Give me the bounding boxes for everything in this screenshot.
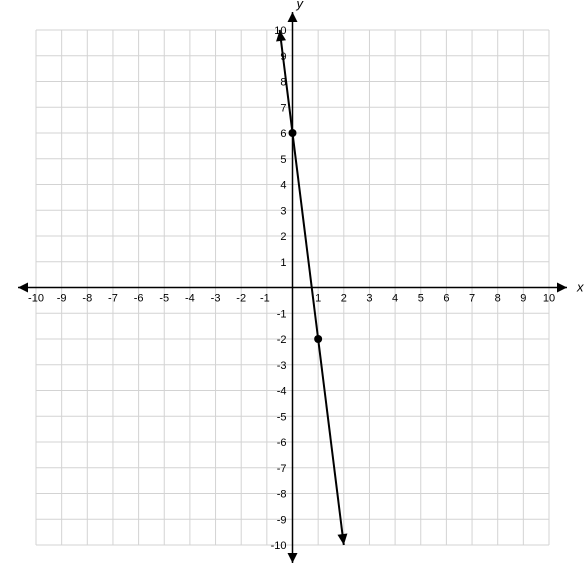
y-tick-label: -5 [277,411,287,423]
x-tick-label: 6 [443,293,449,305]
plot-line-arrow [337,533,347,545]
data-point [289,129,297,137]
x-tick-label: -6 [134,293,144,305]
y-tick-label: 5 [280,154,286,166]
y-tick-label: -10 [271,540,287,552]
x-tick-label: -1 [260,293,270,305]
y-axis-label: y [296,0,305,11]
x-tick-label: -8 [82,293,92,305]
x-tick-label: -2 [236,293,246,305]
y-tick-label: -4 [277,386,287,398]
y-tick-label: -9 [277,514,287,526]
x-axis-label: x [576,280,584,295]
y-tick-label: 7 [280,102,286,114]
x-tick-label: -9 [57,293,67,305]
axis-arrow [557,283,567,293]
y-tick-label: 4 [280,180,286,192]
x-tick-label: 8 [495,293,501,305]
x-tick-label: 1 [315,293,321,305]
x-tick-label: 2 [341,293,347,305]
axis-arrow [288,12,298,22]
y-tick-label: -2 [277,334,287,346]
y-tick-label: -7 [277,463,287,475]
x-tick-label: -10 [28,293,44,305]
y-tick-label: -6 [277,437,287,449]
x-tick-label: -7 [108,293,118,305]
x-tick-label: 9 [520,293,526,305]
x-tick-label: 7 [469,293,475,305]
y-tick-label: 6 [280,128,286,140]
axis-arrow [18,283,28,293]
x-tick-label: 10 [543,293,555,305]
y-tick-label: 1 [280,257,286,269]
chart-svg: -10 -9 -8 -7 -6 -5 -4 -3 -2 -1 1 2 3 4 5 6 7 8 9 10 -10 -9 -8 -… [0,0,588,573]
coordinate-graph: -10 -9 -8 -7 -6 -5 -4 -3 -2 -1 1 2 3 4 5 6 7 8 9 10 -10 -9 -8 -… [0,0,588,573]
x-tick-label: -3 [211,293,221,305]
x-tick-label: -4 [185,293,195,305]
x-tick-label: -5 [159,293,169,305]
y-tick-label: -1 [277,308,287,320]
x-tick-label: 5 [418,293,424,305]
y-tick-label: 3 [280,205,286,217]
y-tick-label: -3 [277,360,287,372]
y-tick-label: -8 [277,489,287,501]
axis-arrow [288,553,298,563]
y-tick-label: 2 [280,231,286,243]
data-point [314,335,322,343]
x-tick-label: 3 [366,293,372,305]
x-tick-label: 4 [392,293,398,305]
